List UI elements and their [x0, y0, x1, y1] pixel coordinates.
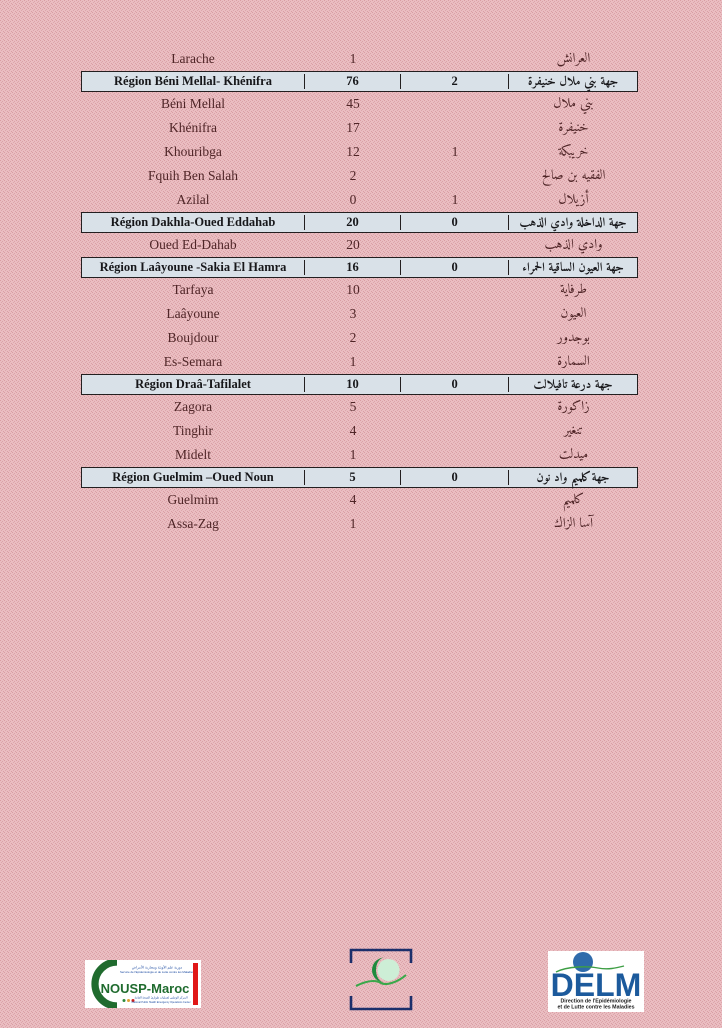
svg-text:Service de l'Epidemiologie et: Service de l'Epidemiologie et de Lutte c…	[120, 970, 195, 974]
svg-text:المركز الوطني لعمليات طوارئ ال: المركز الوطني لعمليات طوارئ الصحة العامة	[135, 996, 188, 1000]
svg-text:NOUSP-Maroc: NOUSP-Maroc	[101, 981, 190, 996]
svg-text:National Public Health Emergen: National Public Health Emergency Operati…	[131, 1001, 190, 1004]
svg-text:et de Lutte contre les Maladie: et de Lutte contre les Maladies	[557, 1005, 634, 1011]
svg-text:دورية علم الأوبئة ومحاربة الأم: دورية علم الأوبئة ومحاربة الأمراض	[132, 964, 183, 970]
